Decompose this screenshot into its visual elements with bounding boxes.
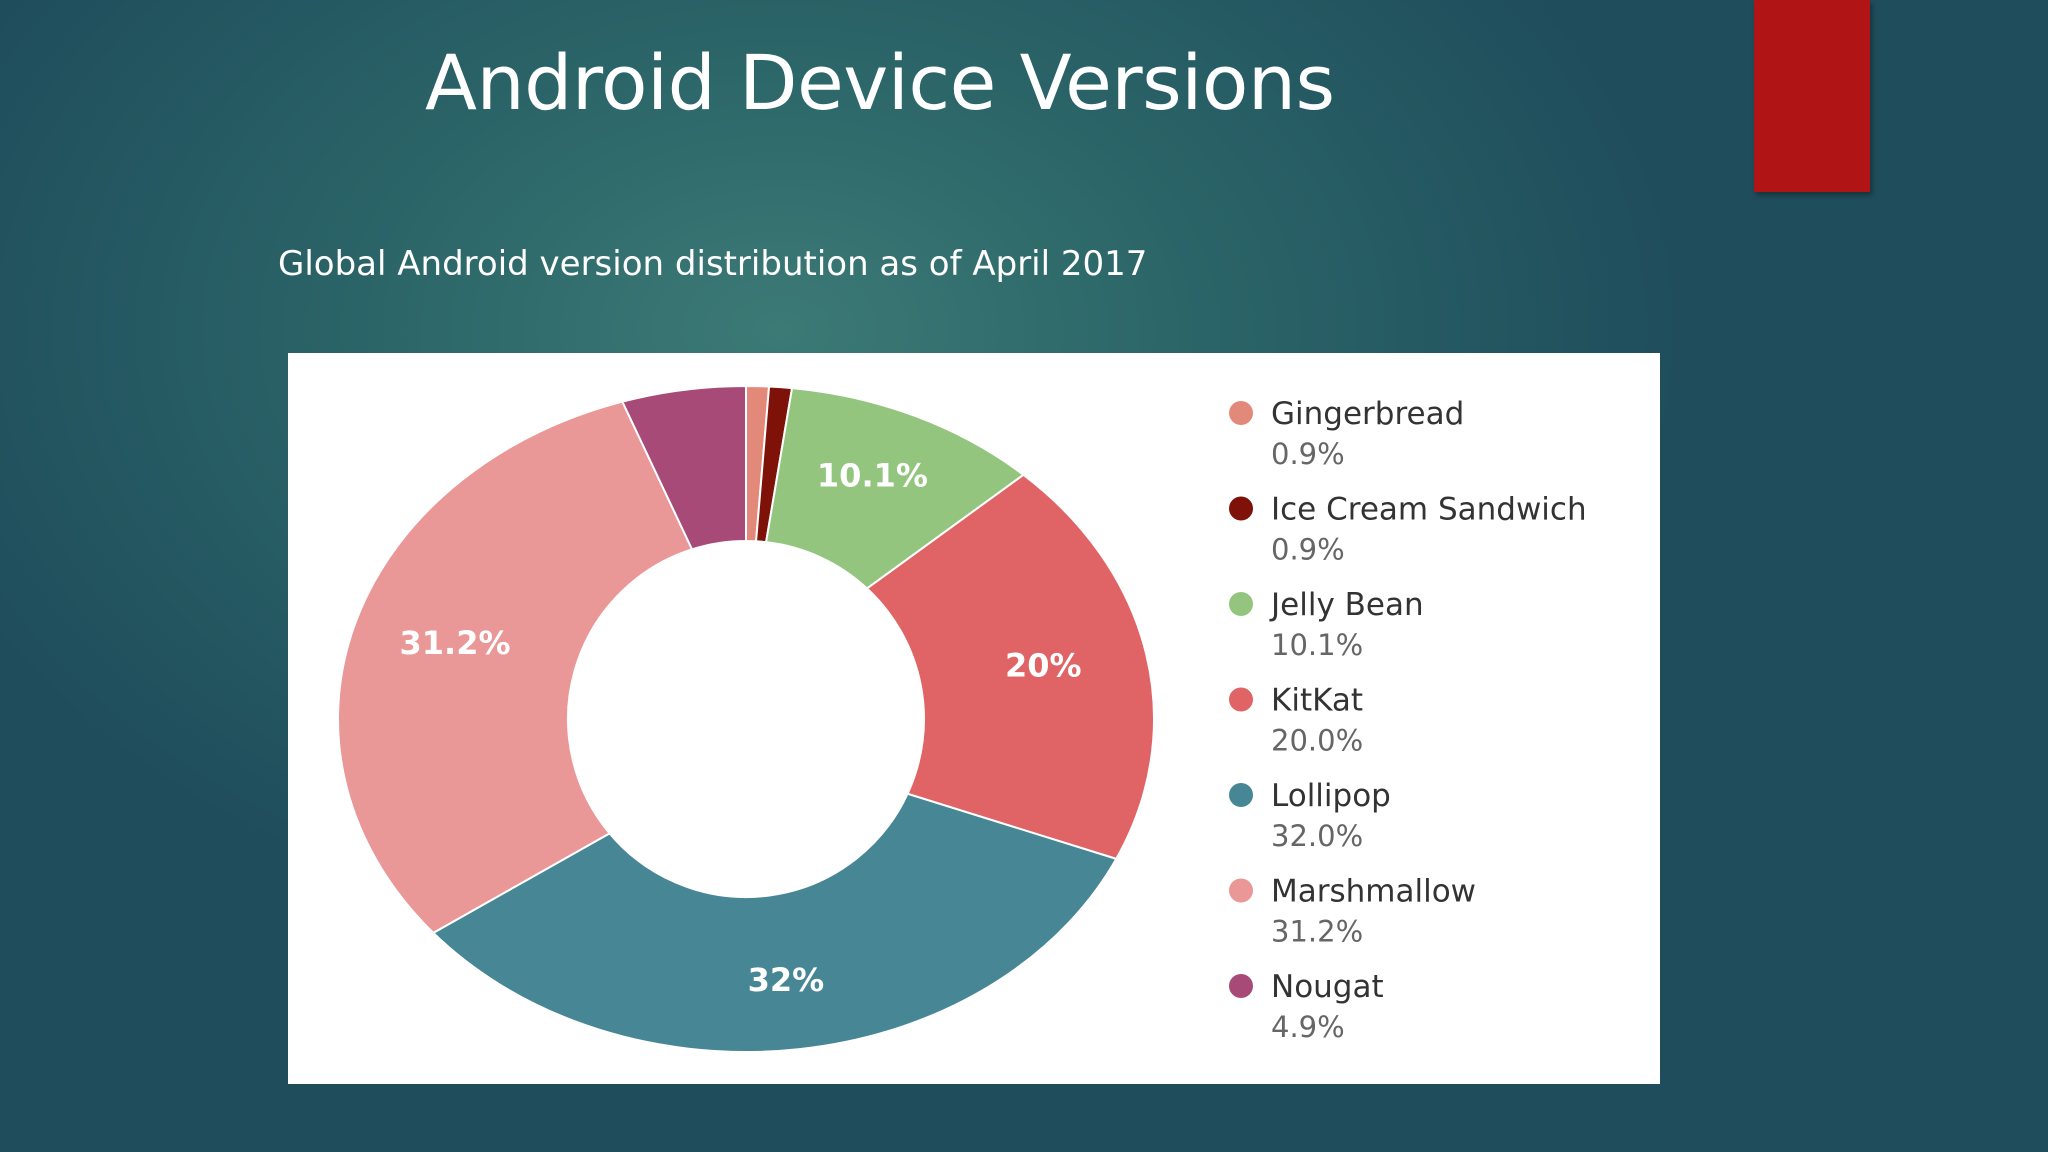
legend-item-gingerbread: Gingerbread 0.9% <box>1229 396 1464 471</box>
slice-marshmallow <box>337 400 694 935</box>
legend-value: 31.2% <box>1271 915 1363 949</box>
slice-label-marshmallow: 31.2% <box>400 624 511 662</box>
slice-label-kitkat: 20% <box>1005 647 1082 685</box>
legend-swatch <box>1229 974 1253 998</box>
legend-swatch <box>1229 592 1253 616</box>
legend-name: Nougat <box>1271 969 1384 1005</box>
slice-label-jelly-bean: 10.1% <box>817 457 928 495</box>
legend-item-kitkat: KitKat 20.0% <box>1229 683 1363 758</box>
legend-item-ice-cream-sandwich: Ice Cream Sandwich 0.9% <box>1229 492 1587 567</box>
legend-name: Marshmallow <box>1271 874 1476 910</box>
legend-name: Ice Cream Sandwich <box>1271 492 1587 528</box>
legend-value: 10.1% <box>1271 628 1363 662</box>
slice-lollipop <box>431 792 1118 1053</box>
legend-name: Gingerbread <box>1271 396 1464 432</box>
legend-value: 0.9% <box>1271 437 1345 471</box>
legend-value: 0.9% <box>1271 533 1345 567</box>
legend-item-marshmallow: Marshmallow 31.2% <box>1229 874 1476 949</box>
slide-subtitle: Global Android version distribution as o… <box>278 244 1148 284</box>
legend-value: 20.0% <box>1271 724 1363 758</box>
slice-kitkat <box>865 473 1155 861</box>
slice-labels-layer: 10.1% 20% 32% 31.2% <box>400 457 1082 999</box>
legend-item-jelly-bean: Jelly Bean 10.1% <box>1229 587 1424 662</box>
red-accent-bar <box>1754 0 1870 192</box>
legend-swatch <box>1229 783 1253 807</box>
slice-label-lollipop: 32% <box>748 961 825 999</box>
legend-name: KitKat <box>1271 683 1363 719</box>
slice-nougat <box>620 384 747 551</box>
slide-title: Android Device Versions <box>425 38 1335 127</box>
legend-name: Jelly Bean <box>1269 587 1424 623</box>
legend-swatch <box>1229 401 1253 425</box>
legend-swatch <box>1229 496 1253 521</box>
slices-layer <box>337 384 1155 1053</box>
legend-swatch <box>1229 878 1253 903</box>
chart-card: 10.1% 20% 32% 31.2% Gingerbread 0.9% Ice Crea… <box>288 353 1660 1084</box>
legend-name: Lollipop <box>1271 778 1391 814</box>
legend-value: 32.0% <box>1271 819 1363 853</box>
legend-swatch <box>1229 687 1253 712</box>
legend-item-nougat: Nougat 4.9% <box>1229 969 1384 1044</box>
slice-jelly-bean <box>764 387 1026 590</box>
legend-item-lollipop: Lollipop 32.0% <box>1229 778 1391 853</box>
legend: Gingerbread 0.9% Ice Cream Sandwich 0.9% Jel… <box>1229 396 1587 1044</box>
legend-value: 4.9% <box>1271 1010 1345 1044</box>
